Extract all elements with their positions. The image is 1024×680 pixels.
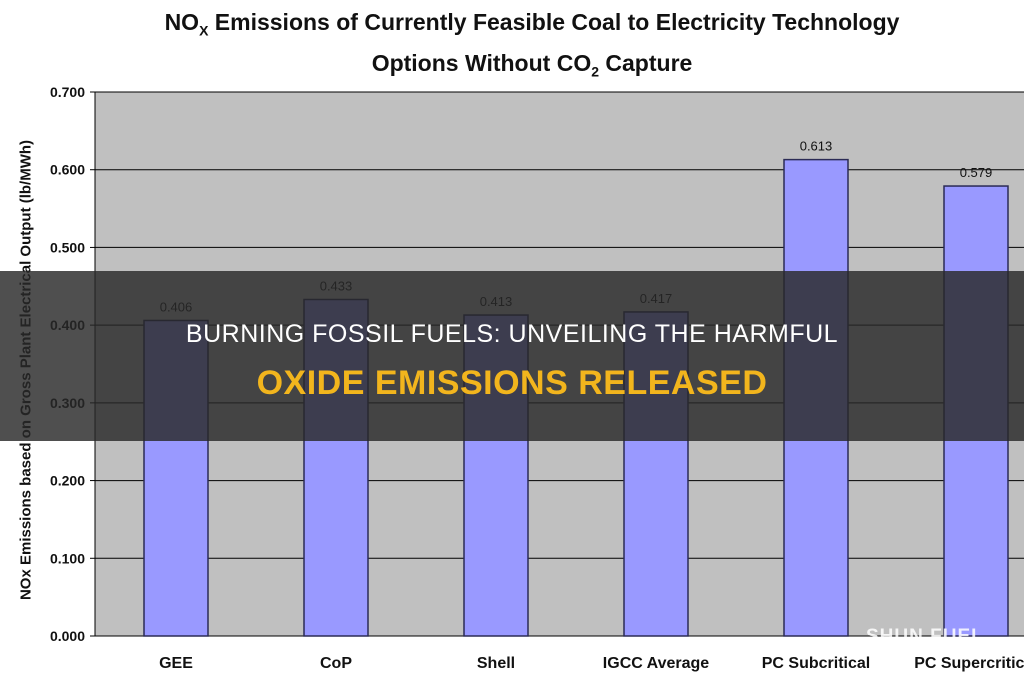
chart-title: NOX Emissions of Currently Feasible Coal… [0, 6, 1024, 87]
title-banner [0, 271, 1024, 441]
chart-title-line1: NOX Emissions of Currently Feasible Coal… [164, 9, 900, 39]
x-tick-label: GEE [159, 655, 193, 672]
chart-title-line2: Options Without CO2 Capture [371, 49, 693, 80]
banner-headline-line1: BURNING FOSSIL FUELS: UNVEILING THE HARM… [185, 320, 839, 348]
data-label: 0.613 [800, 139, 833, 154]
x-tick-label: PC Supercritical [914, 655, 1024, 672]
x-tick-label: Shell [477, 655, 515, 672]
y-tick-label: 0.600 [50, 162, 85, 178]
banner-headline-line2: OXIDE EMISSIONS RELEASED [256, 364, 768, 402]
y-tick-label: 0.700 [50, 84, 85, 100]
data-label: 0.579 [960, 165, 993, 180]
y-tick-label: 0.500 [50, 239, 85, 255]
x-tick-label: PC Subcritical [762, 655, 870, 672]
x-tick-label: IGCC Average [603, 655, 710, 672]
x-tick-label: CoP [320, 655, 352, 672]
y-tick-label: 0.200 [50, 473, 85, 489]
watermark: SHUN FUEL [866, 626, 984, 647]
y-tick-label: 0.000 [50, 628, 85, 644]
y-tick-label: 0.100 [50, 550, 85, 566]
